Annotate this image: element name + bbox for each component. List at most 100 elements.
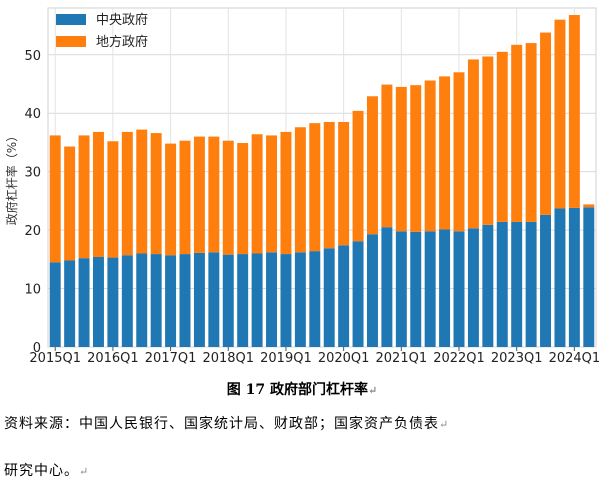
bar-local-2023Q1	[511, 44, 523, 222]
bar-local-2021Q1	[395, 86, 407, 232]
y-tick-label: 20	[24, 224, 41, 239]
source-note: 资料来源：中国人民银行、国家统计局、财政部；国家资产负债表↵	[4, 416, 450, 432]
bar-central-2024Q1	[568, 207, 580, 347]
bar-local-2020Q4	[381, 84, 393, 228]
bar-central-2019Q1	[280, 254, 292, 347]
bar-local-2016Q2	[121, 131, 133, 256]
y-tick-label: 30	[24, 166, 41, 181]
bar-local-2017Q1	[165, 143, 177, 256]
figure-caption-text: 图 17 政府部门杠杆率	[226, 382, 368, 398]
bar-local-2015Q2	[64, 146, 76, 261]
bar-local-2016Q1	[107, 141, 119, 258]
bar-central-2022Q3	[482, 224, 494, 347]
bar-central-2023Q1	[511, 221, 523, 347]
bar-central-2023Q2	[525, 221, 537, 347]
bar-local-2017Q2	[179, 140, 191, 255]
bar-local-2018Q1	[222, 140, 234, 255]
bar-local-2023Q2	[525, 43, 537, 222]
y-axis-label: 政府杠杆率（%）	[4, 130, 19, 225]
x-tick-label: 2022Q1	[433, 351, 485, 366]
bar-local-2021Q3	[424, 80, 436, 232]
bar-central-2020Q3	[366, 234, 378, 347]
bar-central-2015Q1	[49, 262, 61, 347]
bar-central-2016Q2	[121, 255, 133, 347]
source-note-line1: 资料来源：中国人民银行、国家统计局、财政部；国家资产负债表	[4, 416, 439, 432]
bar-central-2019Q2	[294, 252, 306, 347]
bar-central-2016Q3	[136, 253, 148, 347]
x-tick-label: 2021Q1	[376, 351, 428, 366]
bar-local-2019Q3	[309, 123, 321, 252]
legend-label-central: 中央政府	[96, 13, 148, 28]
source-note-line2-wrap: 研究中心。↵	[4, 463, 90, 479]
bar-local-2023Q3	[540, 32, 552, 215]
bar-central-2018Q1	[222, 254, 234, 347]
x-tick-label: 2018Q1	[202, 351, 254, 366]
bar-central-2020Q1	[338, 245, 350, 347]
bar-central-2019Q4	[323, 248, 335, 347]
x-tick-label: 2019Q1	[260, 351, 312, 366]
x-tick-label: 2020Q1	[318, 351, 370, 366]
x-tick-label: 2023Q1	[491, 351, 543, 366]
bar-local-2018Q3	[251, 134, 263, 254]
bar-central-2022Q1	[453, 231, 465, 347]
bar-central-2022Q2	[467, 228, 479, 347]
bar-local-2017Q3	[193, 136, 205, 253]
bar-central-2023Q4	[554, 208, 566, 347]
bar-local-2019Q1	[280, 131, 292, 255]
bar-local-2018Q4	[266, 135, 278, 253]
bar-central-2023Q3	[540, 214, 552, 347]
bar-local-2024Q2	[583, 204, 595, 208]
y-tick-label: 0	[33, 341, 41, 356]
bar-local-2022Q2	[467, 59, 479, 229]
x-tick-label: 2015Q1	[29, 351, 81, 366]
bar-central-2015Q2	[64, 260, 76, 347]
bar-central-2017Q1	[165, 255, 177, 347]
bar-central-2021Q3	[424, 231, 436, 347]
bar-local-2022Q4	[496, 51, 508, 222]
bar-local-2019Q2	[294, 127, 306, 253]
bar-central-2018Q4	[266, 252, 278, 347]
bar-local-2023Q4	[554, 19, 566, 209]
bar-local-2020Q3	[366, 96, 378, 235]
y-tick-label: 50	[24, 49, 41, 64]
bar-local-2020Q2	[352, 110, 364, 242]
bar-local-2015Q1	[49, 135, 61, 263]
x-tick-label: 2017Q1	[145, 351, 197, 366]
bar-central-2022Q4	[496, 221, 508, 347]
government-leverage-chart: 0 10 20 30 40 50 2015Q1 2016Q1 2017Q1 2018Q1 2019Q…	[4, 7, 601, 366]
legend-swatch-local	[56, 36, 86, 47]
bar-local-2022Q1	[453, 72, 465, 232]
bar-local-2016Q4	[150, 133, 162, 255]
bar-central-2021Q2	[410, 231, 422, 347]
bar-local-2020Q1	[338, 121, 350, 246]
y-tick-label: 40	[24, 107, 41, 122]
bar-central-2017Q4	[208, 252, 220, 347]
bar-central-2020Q4	[381, 227, 393, 347]
x-tick-label: 2016Q1	[87, 351, 139, 366]
bar-central-2020Q2	[352, 241, 364, 347]
bar-central-2021Q1	[395, 231, 407, 347]
bar-central-2017Q2	[179, 254, 191, 347]
bar-central-2019Q3	[309, 251, 321, 347]
bar-central-2016Q4	[150, 254, 162, 347]
bar-local-2018Q2	[237, 143, 249, 255]
legend-label-local: 地方政府	[96, 34, 148, 50]
legend-swatch-central	[56, 14, 86, 25]
x-tick-label: 2024Q1	[549, 351, 601, 366]
bar-local-2021Q2	[410, 85, 422, 232]
bar-local-2015Q3	[78, 135, 90, 259]
bar-local-2017Q4	[208, 136, 220, 253]
bar-central-2017Q3	[193, 252, 205, 347]
y-tick-label: 10	[24, 283, 41, 298]
bar-local-2024Q1	[568, 15, 580, 208]
figure-caption: 图 17 政府部门杠杆率↵	[226, 382, 378, 398]
bar-local-2019Q4	[323, 121, 335, 249]
bar-local-2015Q4	[92, 131, 104, 257]
bar-local-2016Q3	[136, 129, 148, 254]
bar-central-2021Q4	[439, 229, 451, 347]
bar-central-2018Q2	[237, 254, 249, 347]
bar-central-2015Q4	[92, 256, 104, 347]
bar-local-2021Q4	[439, 76, 451, 230]
bar-central-2024Q2	[583, 207, 595, 347]
